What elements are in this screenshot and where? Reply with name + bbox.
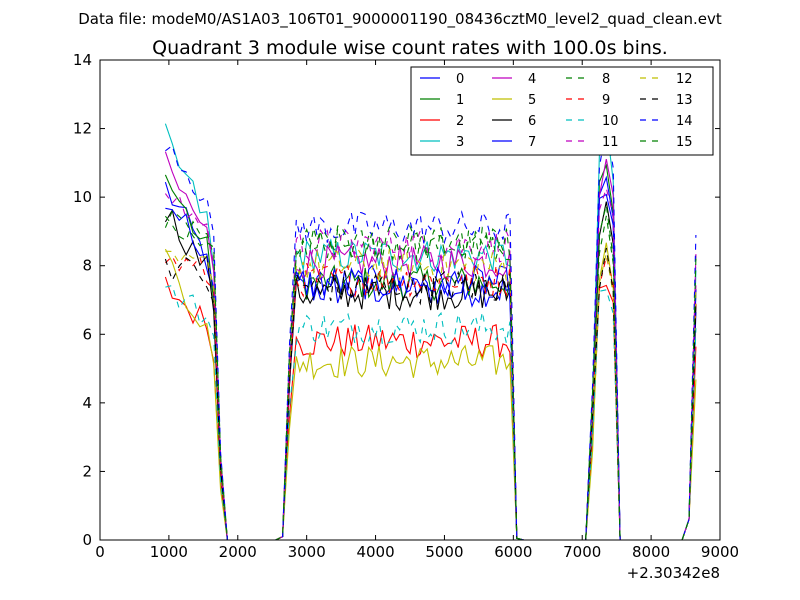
legend-label-6: 6 xyxy=(528,114,536,129)
legend-label-15: 15 xyxy=(676,135,693,150)
series-line-13 xyxy=(164,247,697,541)
x-tick-label: 0 xyxy=(95,543,105,561)
legend-label-13: 13 xyxy=(676,93,693,108)
x-tick-label: 6000 xyxy=(494,543,532,561)
y-tick-label: 2 xyxy=(82,462,92,480)
legend-label-2: 2 xyxy=(456,114,464,129)
legend-label-12: 12 xyxy=(676,72,693,87)
x-tick-label: 4000 xyxy=(356,543,394,561)
y-tick-label: 12 xyxy=(73,120,92,138)
series-line-15 xyxy=(164,204,697,541)
y-tick-label: 4 xyxy=(82,394,92,412)
legend-label-4: 4 xyxy=(528,72,536,87)
x-tick-label: 2000 xyxy=(219,543,257,561)
x-tick-label: 3000 xyxy=(288,543,326,561)
legend-label-0: 0 xyxy=(456,72,464,87)
legend-label-7: 7 xyxy=(528,135,536,150)
chart-title: Quadrant 3 module wise count rates with … xyxy=(152,37,668,59)
y-tick-label: 0 xyxy=(82,531,92,549)
legend-label-3: 3 xyxy=(456,135,464,150)
x-tick-label: 7000 xyxy=(563,543,601,561)
legend-label-10: 10 xyxy=(602,114,619,129)
legend-label-5: 5 xyxy=(528,93,536,108)
y-tick-label: 8 xyxy=(82,257,92,275)
legend-label-8: 8 xyxy=(602,72,610,87)
x-offset-label: +2.30342e8 xyxy=(627,564,720,582)
x-tick-label: 8000 xyxy=(632,543,670,561)
suptitle: Data file: modeM0/AS1A03_106T01_90000011… xyxy=(78,10,722,29)
y-tick-label: 10 xyxy=(73,188,92,206)
plot-frame xyxy=(99,59,721,541)
x-tick-label: 9000 xyxy=(701,543,739,561)
legend-label-1: 1 xyxy=(456,93,464,108)
x-tick-label: 5000 xyxy=(425,543,463,561)
ticks-layer: 0 1000 2000 3000 4000 5000 6000 7000 8000 9000 0 2 4… xyxy=(73,51,739,561)
legend-label-14: 14 xyxy=(676,114,693,129)
y-tick-label: 14 xyxy=(73,51,92,69)
x-tick-label: 1000 xyxy=(150,543,188,561)
y-tick-label: 6 xyxy=(82,325,92,343)
legend-box xyxy=(410,66,714,156)
legend-label-9: 9 xyxy=(602,93,610,108)
legend-label-11: 11 xyxy=(602,135,619,150)
